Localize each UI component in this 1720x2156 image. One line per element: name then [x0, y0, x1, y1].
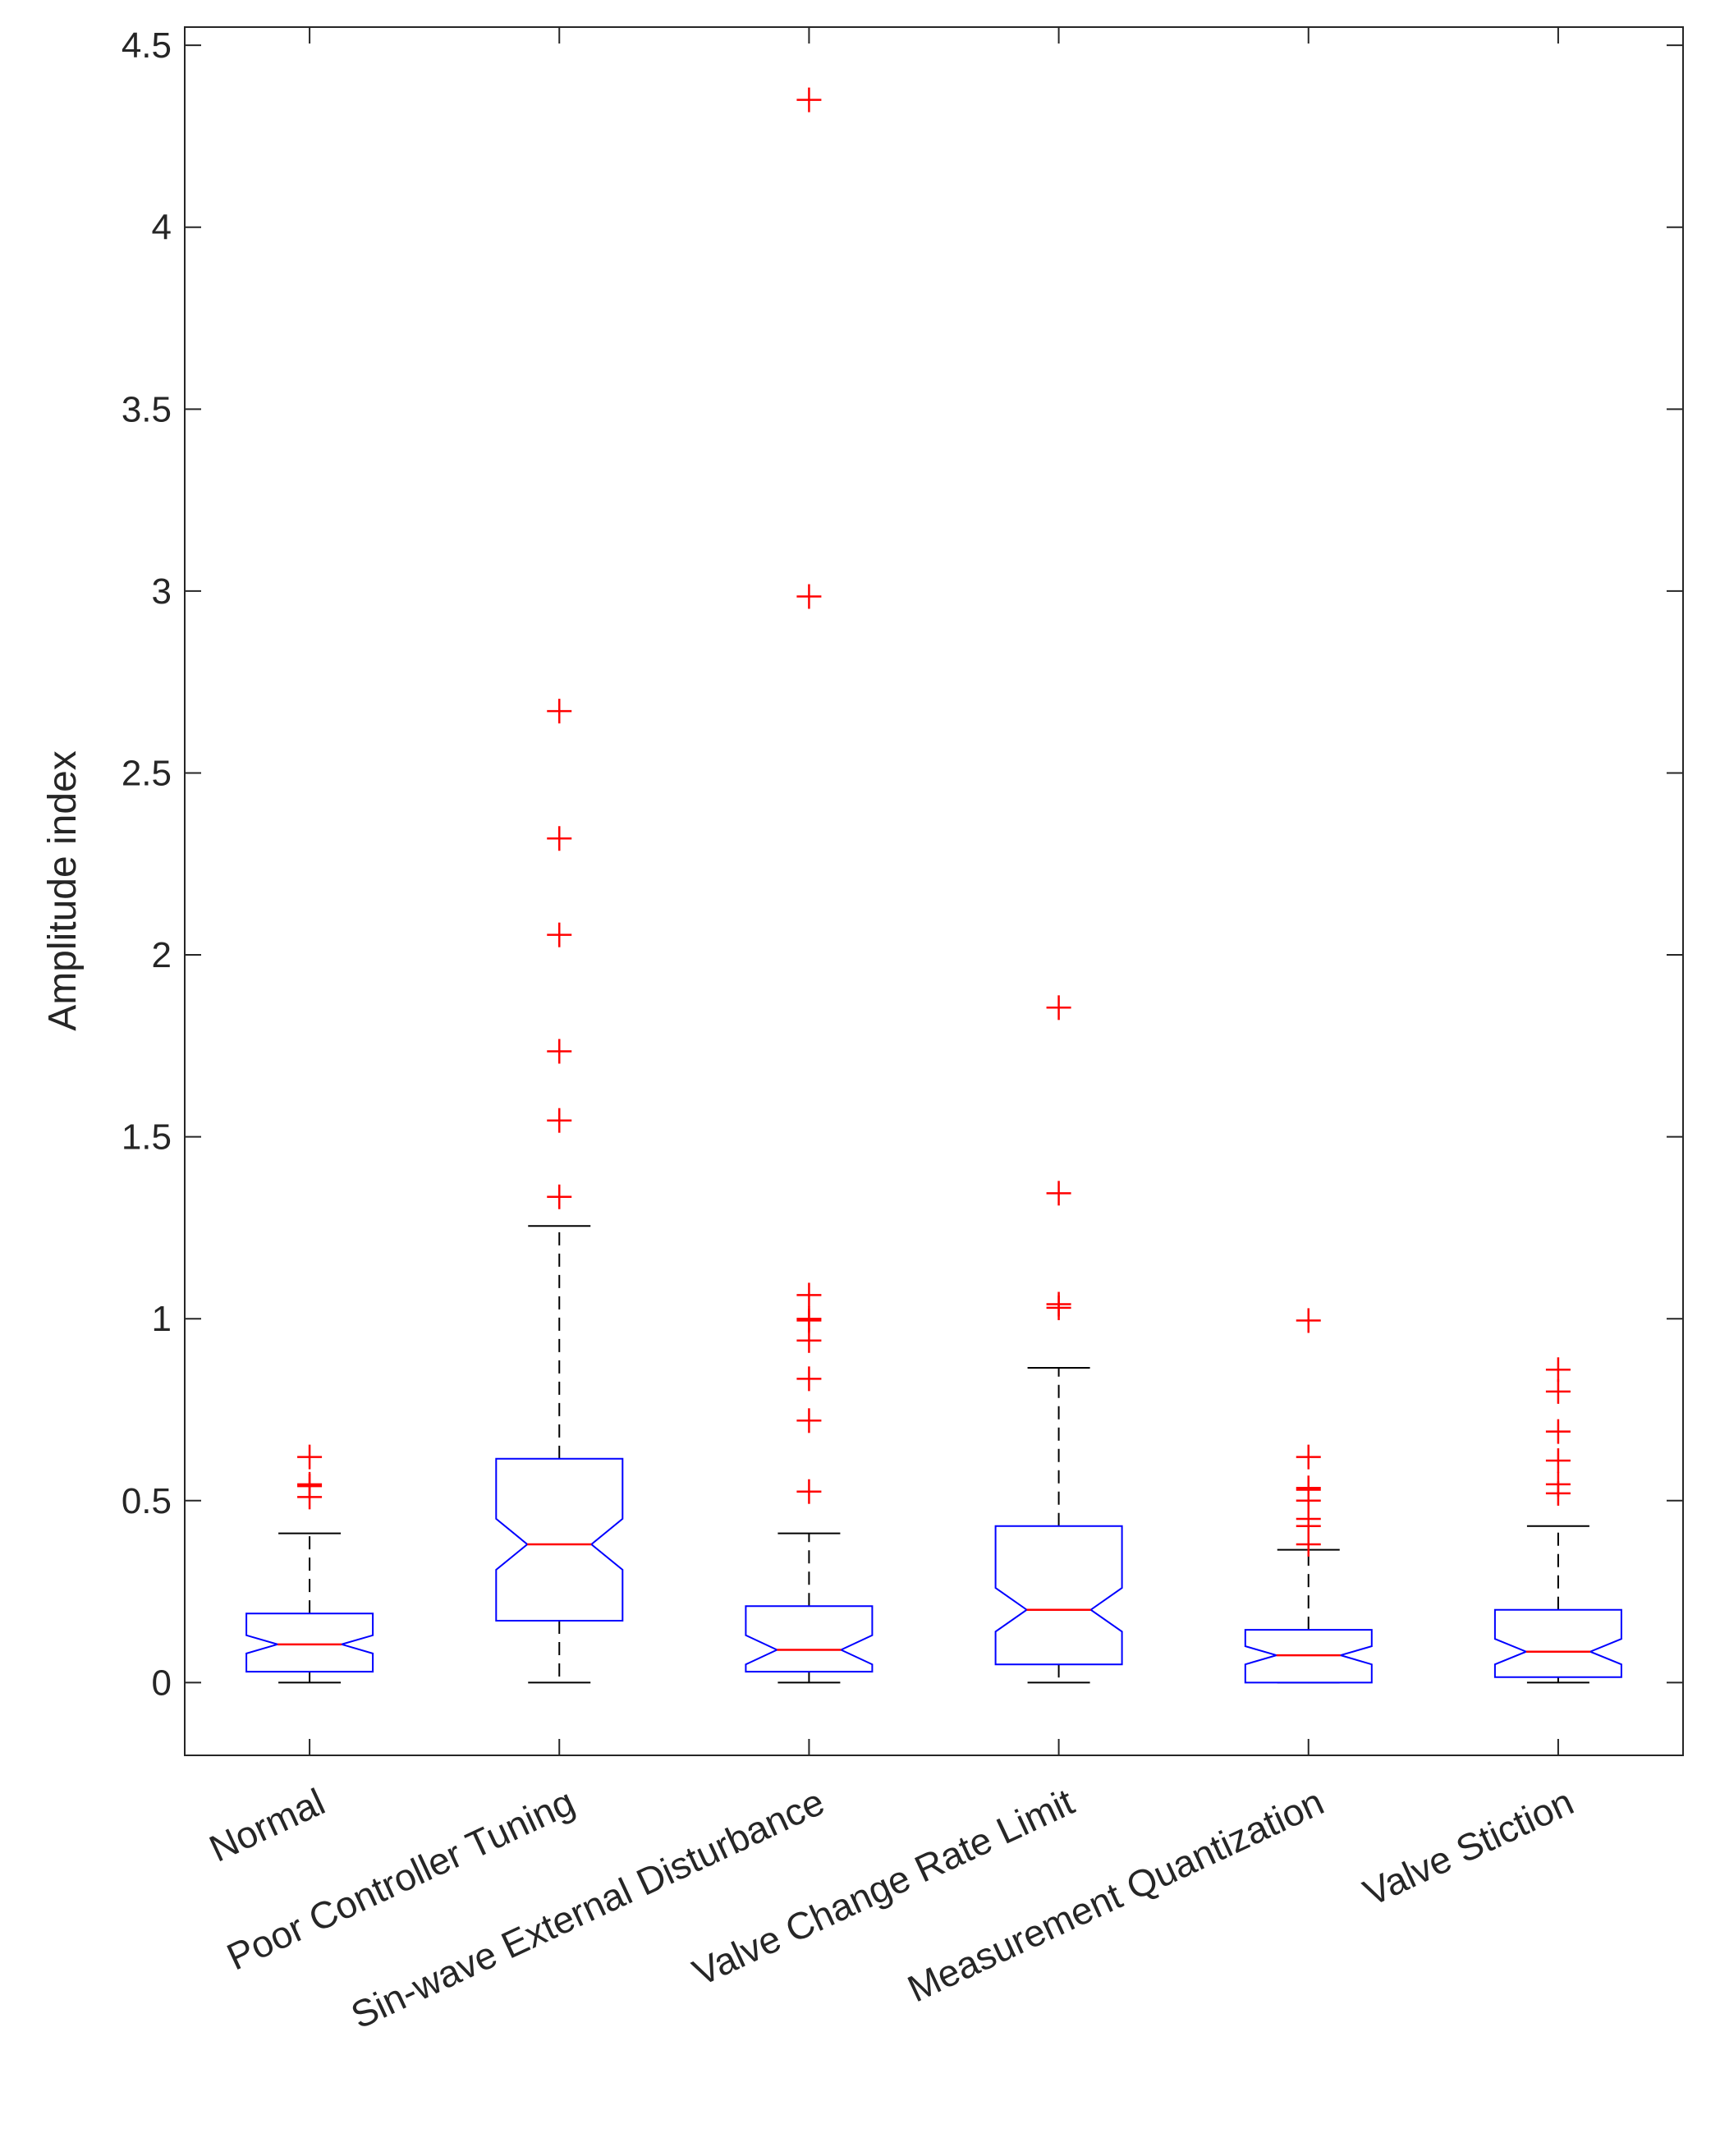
notched-box — [495, 1457, 624, 1622]
x-category-label: Normal — [203, 1780, 331, 1870]
outlier-marker — [796, 87, 822, 112]
outlier-marker — [1296, 1308, 1321, 1333]
box-valve-stiction — [1493, 1357, 1622, 1684]
outlier-marker — [547, 826, 572, 851]
outlier-marker — [1545, 1378, 1571, 1404]
outlier-marker — [1545, 1419, 1571, 1444]
y-tick-label: 4 — [152, 208, 172, 248]
outlier-marker — [1296, 1531, 1321, 1557]
plot-area — [184, 26, 1684, 1756]
outlier-marker — [1046, 1295, 1071, 1320]
x-category-label: Valve Stiction — [1357, 1780, 1580, 1914]
outlier-marker — [796, 584, 822, 609]
y-tick-label: 0 — [152, 1663, 172, 1703]
outlier-marker — [1296, 1444, 1321, 1470]
outlier-marker — [547, 1108, 572, 1133]
y-tick-label: 0.5 — [122, 1481, 172, 1521]
box-poor-controller-tuning — [495, 699, 624, 1684]
y-tick-label: 2.5 — [122, 753, 172, 793]
y-tick-label: 3.5 — [122, 389, 172, 429]
box-measurement-quantization — [1244, 1308, 1373, 1684]
box-sin-wave-external-disturbance — [745, 87, 874, 1684]
outlier-marker — [547, 922, 572, 947]
outlier-marker — [547, 699, 572, 724]
outlier-marker — [547, 1184, 572, 1209]
outlier-marker — [796, 1479, 822, 1504]
y-tick-label: 1 — [152, 1299, 172, 1339]
x-category-label: Sin-wave External Disturbance — [345, 1780, 831, 2037]
notched-box — [1493, 1608, 1622, 1678]
outlier-marker — [297, 1444, 323, 1470]
y-tick-label: 3 — [152, 571, 172, 612]
outlier-marker — [796, 1408, 822, 1434]
outlier-marker — [547, 1039, 572, 1064]
outlier-marker — [1545, 1448, 1571, 1474]
y-tick-label: 2 — [152, 935, 172, 975]
y-axis-title: Amplitude index — [41, 750, 85, 1031]
outlier-marker — [796, 1366, 822, 1392]
y-tick-label: 1.5 — [122, 1117, 172, 1158]
boxes — [245, 87, 1622, 1684]
outlier-marker — [1046, 995, 1071, 1021]
outlier-marker — [1046, 1181, 1071, 1206]
box-valve-change-rate-limit — [994, 995, 1123, 1684]
outlier-marker — [1545, 1357, 1571, 1383]
outlier-marker — [1545, 1480, 1571, 1506]
notched-box — [994, 1525, 1123, 1666]
y-axis: 0 0.5 1 1.5 2 2.5 3 3.5 4 4.5 — [122, 25, 1683, 1755]
notched-box — [745, 1605, 874, 1673]
box-normal — [245, 1444, 374, 1684]
notched-box — [245, 1612, 374, 1673]
outlier-marker — [796, 1282, 822, 1308]
outlier-marker — [796, 1328, 822, 1353]
outlier-marker — [297, 1484, 323, 1510]
x-category-label: Measurement Quantization — [901, 1780, 1330, 2011]
y-tick-label: 4.5 — [122, 25, 172, 66]
